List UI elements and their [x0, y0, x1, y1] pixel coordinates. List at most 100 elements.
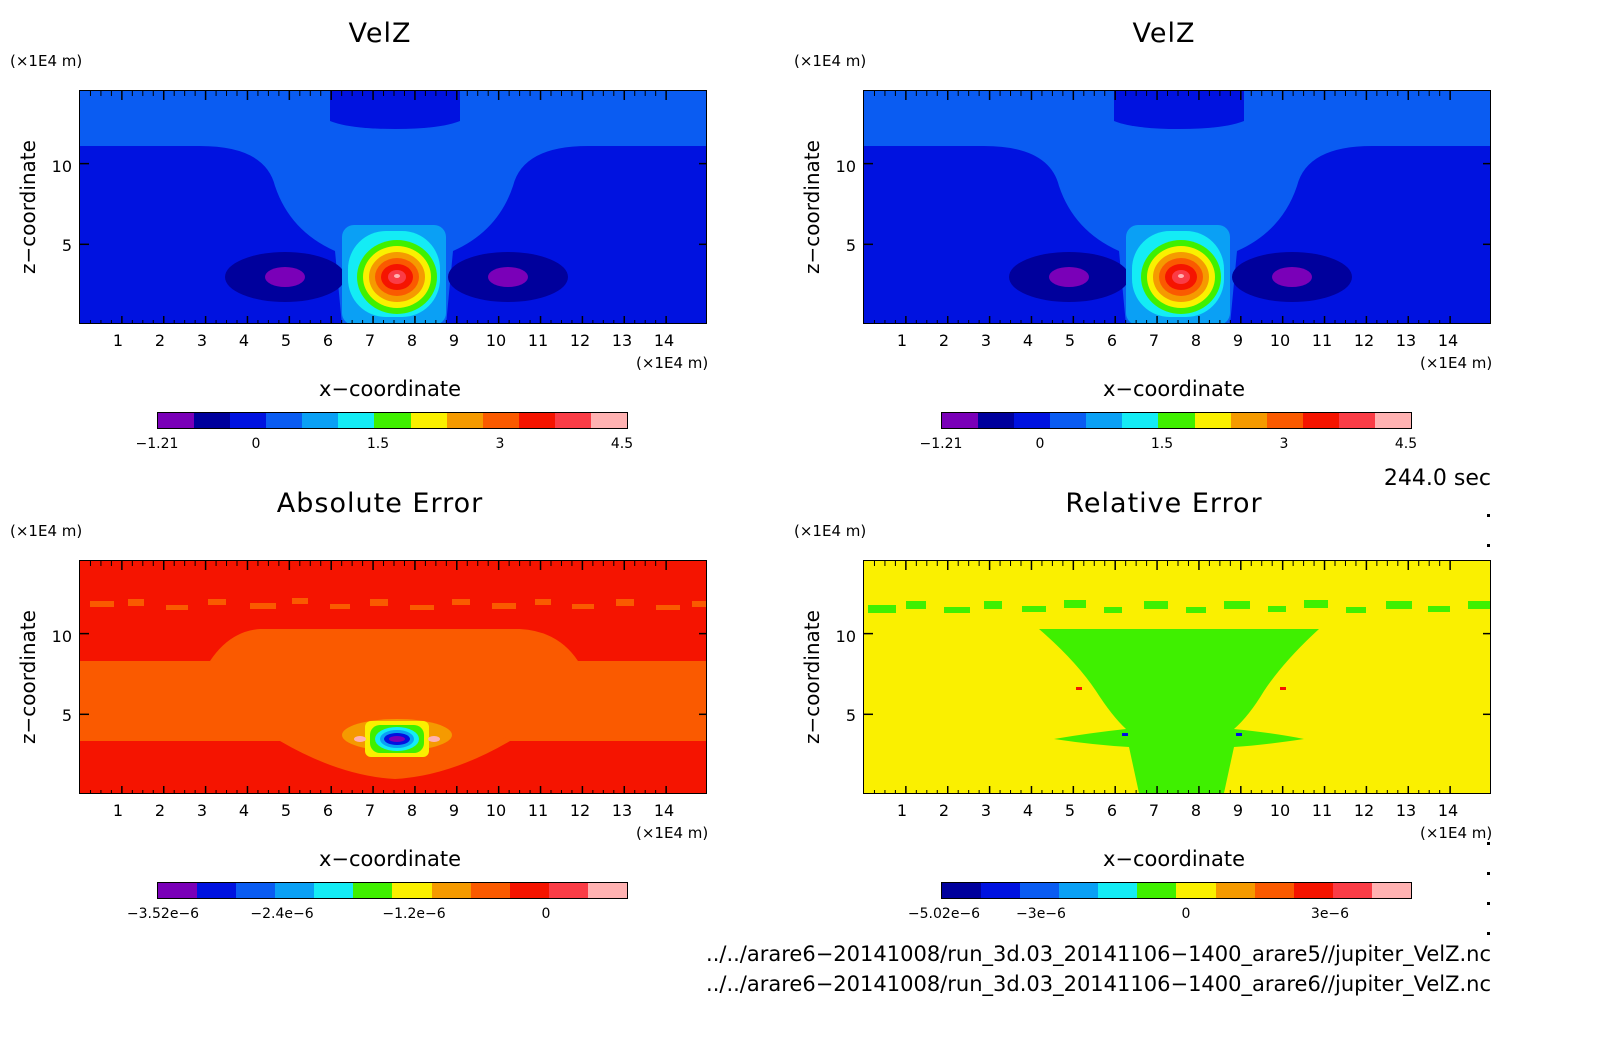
colorbar-segment [509, 883, 549, 898]
x-tick-label: 13 [611, 331, 633, 350]
colorbar-label: 4.5 [1394, 436, 1418, 452]
colorbar [157, 412, 628, 429]
colorbar-segment [587, 883, 627, 898]
colorbar-segment [1014, 413, 1051, 428]
x-tick-label: 5 [1064, 331, 1076, 350]
colorbar-segment [1059, 883, 1099, 898]
spot [1236, 733, 1242, 736]
colorbar-label: 1.5 [366, 436, 390, 452]
x-tick-label: 7 [364, 331, 376, 350]
y-tick-label: 10 [51, 627, 72, 646]
colorbar [157, 882, 628, 899]
x-tick-label: 12 [1353, 801, 1375, 820]
colorbar-segment [1122, 413, 1159, 428]
y-tick-label: 10 [835, 157, 856, 176]
contour-9 [1178, 274, 1184, 278]
colorbar-label: −3e−6 [1016, 906, 1066, 922]
colorbar-segment [1332, 883, 1372, 898]
x-tick-label: 6 [1106, 801, 1118, 820]
x-tick-label: 14 [653, 801, 675, 820]
colorbar-label: 4.5 [610, 436, 634, 452]
panel-absolute-error: Absolute Error (×1E4 m) z−coordinate 5 1… [0, 470, 760, 930]
colorbar-label: −1.2e−6 [382, 906, 446, 922]
colorbar-segment [1137, 883, 1177, 898]
file-path-1: ../../arare6−20141008/run_3d.03_20141106… [706, 942, 1491, 966]
panel-velz-1: VelZ (×1E4 m) z−coordinate 5 10 1 2 3 4 … [0, 0, 760, 460]
y-axis-label: z−coordinate [800, 610, 824, 744]
colorbar-label: −3.52e−6 [126, 906, 200, 922]
y-tick-label: 5 [845, 706, 856, 725]
x-tick-label: 9 [1232, 801, 1244, 820]
plot-area [863, 560, 1491, 794]
colorbar-segment [158, 413, 195, 428]
colorbar-segment [548, 883, 588, 898]
colorbar-segment [1176, 883, 1216, 898]
noise-band [868, 600, 1490, 613]
x-tick-label: 11 [1311, 331, 1333, 350]
colorbar-segment [518, 413, 555, 428]
x-tick-label: 1 [896, 331, 908, 350]
panel-title: VelZ [1132, 18, 1196, 49]
colorbar-segment [197, 883, 237, 898]
x-tick-label: 11 [527, 331, 549, 350]
x-tick-label: 14 [1437, 331, 1459, 350]
spot [1122, 733, 1128, 736]
x-tick-label: 8 [1190, 801, 1202, 820]
x-tick-label: 9 [448, 801, 460, 820]
colorbar-segment [1050, 413, 1087, 428]
x-tick-label: 14 [653, 331, 675, 350]
x-axis-label: x−coordinate [1102, 377, 1246, 401]
field-cap [1114, 91, 1244, 129]
y-axis-label: z−coordinate [16, 610, 40, 744]
colorbar-segment [236, 883, 276, 898]
colorbar-label: −1.21 [135, 436, 179, 452]
colorbar-label: −5.02e−6 [907, 906, 981, 922]
marker-dot [1487, 932, 1490, 935]
colorbar-segment [978, 413, 1015, 428]
x-tick-label: 9 [1232, 331, 1244, 350]
x-tick-label: 2 [154, 801, 166, 820]
colorbar-segment [338, 413, 375, 428]
marker-dot [1487, 872, 1490, 875]
x-tick-label: 6 [1106, 331, 1118, 350]
colorbar-label: −2.4e−6 [250, 906, 314, 922]
x-tick-label: 8 [406, 801, 418, 820]
x-tick-label: 5 [1064, 801, 1076, 820]
x-tick-label: 12 [569, 331, 591, 350]
panel-velz-2: VelZ (×1E4 m) z−coordinate 5 10 1 2 3 4 … [784, 0, 1544, 460]
colorbar-segment [1374, 413, 1412, 428]
marker-dot [1487, 544, 1490, 547]
colorbar-segment [194, 413, 231, 428]
y-tick-label: 5 [61, 236, 72, 255]
colorbar-segment [1158, 413, 1195, 428]
colorbar-segment [230, 413, 267, 428]
colorbar-segment [410, 413, 447, 428]
colorbar-segment [1020, 883, 1060, 898]
y-axis-label: z−coordinate [16, 140, 40, 274]
colorbar [941, 412, 1412, 429]
x-tick-label: 6 [322, 801, 334, 820]
x-tick-label: 1 [896, 801, 908, 820]
x-tick-label: 8 [406, 331, 418, 350]
x-tick-label: 12 [1353, 331, 1375, 350]
x-tick-label: 2 [938, 801, 950, 820]
x-tick-label: 7 [364, 801, 376, 820]
colorbar-label: 3 [1279, 436, 1289, 452]
downdraft-core-right [488, 267, 528, 287]
colorbar [941, 882, 1412, 899]
x-unit-label: (×1E4 m) [1420, 824, 1493, 842]
colorbar-label: 0 [541, 906, 551, 922]
x-tick-label: 10 [1269, 801, 1291, 820]
colorbar-segment [482, 413, 519, 428]
y-axis-label: z−coordinate [800, 140, 824, 274]
colorbar-segment [1266, 413, 1303, 428]
colorbar-segment [158, 883, 198, 898]
colorbar-segment [1194, 413, 1231, 428]
x-axis-label: x−coordinate [318, 847, 462, 871]
x-unit-label: (×1E4 m) [636, 824, 709, 842]
x-tick-label: 1 [112, 331, 124, 350]
x-tick-label: 10 [485, 801, 507, 820]
y-unit-label: (×1E4 m) [10, 522, 83, 540]
x-tick-label: 12 [569, 801, 591, 820]
y-tick-label: 5 [61, 706, 72, 725]
